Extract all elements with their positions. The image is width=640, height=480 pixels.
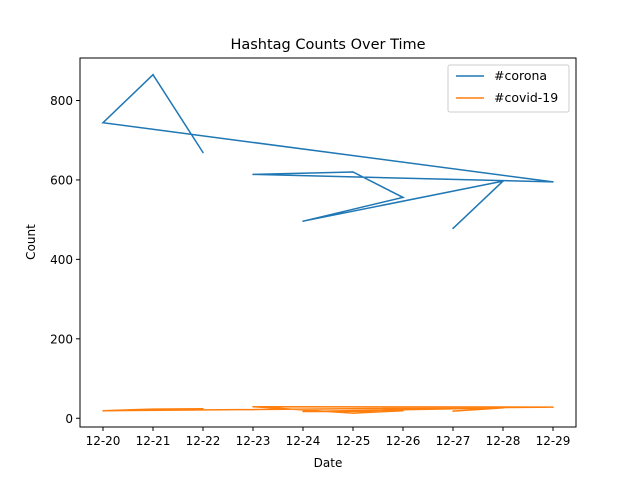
- y-tick-label: 800: [50, 94, 73, 108]
- series-line-covid-19: [102, 405, 554, 414]
- data-point-corona: [252, 173, 254, 176]
- data-point-corona: [452, 227, 454, 230]
- series-line-corona: [101, 73, 554, 229]
- chart-title: Hashtag Counts Over Time: [230, 37, 425, 53]
- y-tick-label: 400: [50, 253, 73, 267]
- data-point-covid-19: [102, 409, 104, 412]
- x-tick-label: 12-28: [486, 434, 521, 448]
- data-point-corona: [402, 196, 404, 199]
- legend-label-corona: #corona: [494, 68, 547, 83]
- x-axis: 12-20 12-21 12-22 12-23 12-24 12-25 12-26 12-27…: [86, 427, 571, 448]
- plot-area: [101, 73, 554, 414]
- x-tick-label: 12-21: [136, 434, 171, 448]
- data-point-corona: [552, 181, 554, 183]
- data-point-covid-19: [152, 408, 154, 410]
- x-tick-label: 12-22: [186, 434, 221, 448]
- x-tick-label: 12-27: [436, 434, 471, 448]
- data-point-covid-19: [202, 407, 204, 410]
- data-point-covid-19: [452, 410, 454, 412]
- legend: #corona #covid-19: [447, 64, 570, 113]
- y-tick-label: 600: [50, 173, 73, 187]
- data-point-corona: [502, 180, 504, 182]
- data-point-covid-19: [502, 407, 504, 409]
- data-point-corona: [152, 73, 154, 76]
- data-point-covid-19: [352, 412, 354, 414]
- y-axis-label: Count: [24, 224, 38, 260]
- data-point-corona: [352, 171, 354, 173]
- y-tick-label: 0: [65, 412, 73, 426]
- x-tick-label: 12-20: [86, 434, 121, 448]
- data-point-corona: [202, 151, 204, 154]
- legend-label-covid-19: #covid-19: [494, 90, 558, 105]
- data-point-covid-19: [302, 410, 304, 413]
- data-point-corona: [102, 121, 104, 124]
- y-axis: 0 200 400 600 800: [50, 94, 80, 426]
- data-point-covid-19: [402, 409, 404, 412]
- x-tick-label: 12-23: [236, 434, 271, 448]
- data-point-covid-19: [552, 406, 554, 408]
- x-tick-label: 12-25: [336, 434, 371, 448]
- x-tick-label: 12-29: [536, 434, 571, 448]
- data-point-corona: [302, 220, 304, 222]
- x-tick-label: 12-26: [386, 434, 421, 448]
- x-tick-label: 12-24: [286, 434, 321, 448]
- y-tick-label: 200: [50, 332, 73, 346]
- axes-frame: [79, 57, 577, 428]
- x-axis-label: Date: [314, 456, 343, 470]
- data-point-covid-19: [252, 405, 254, 408]
